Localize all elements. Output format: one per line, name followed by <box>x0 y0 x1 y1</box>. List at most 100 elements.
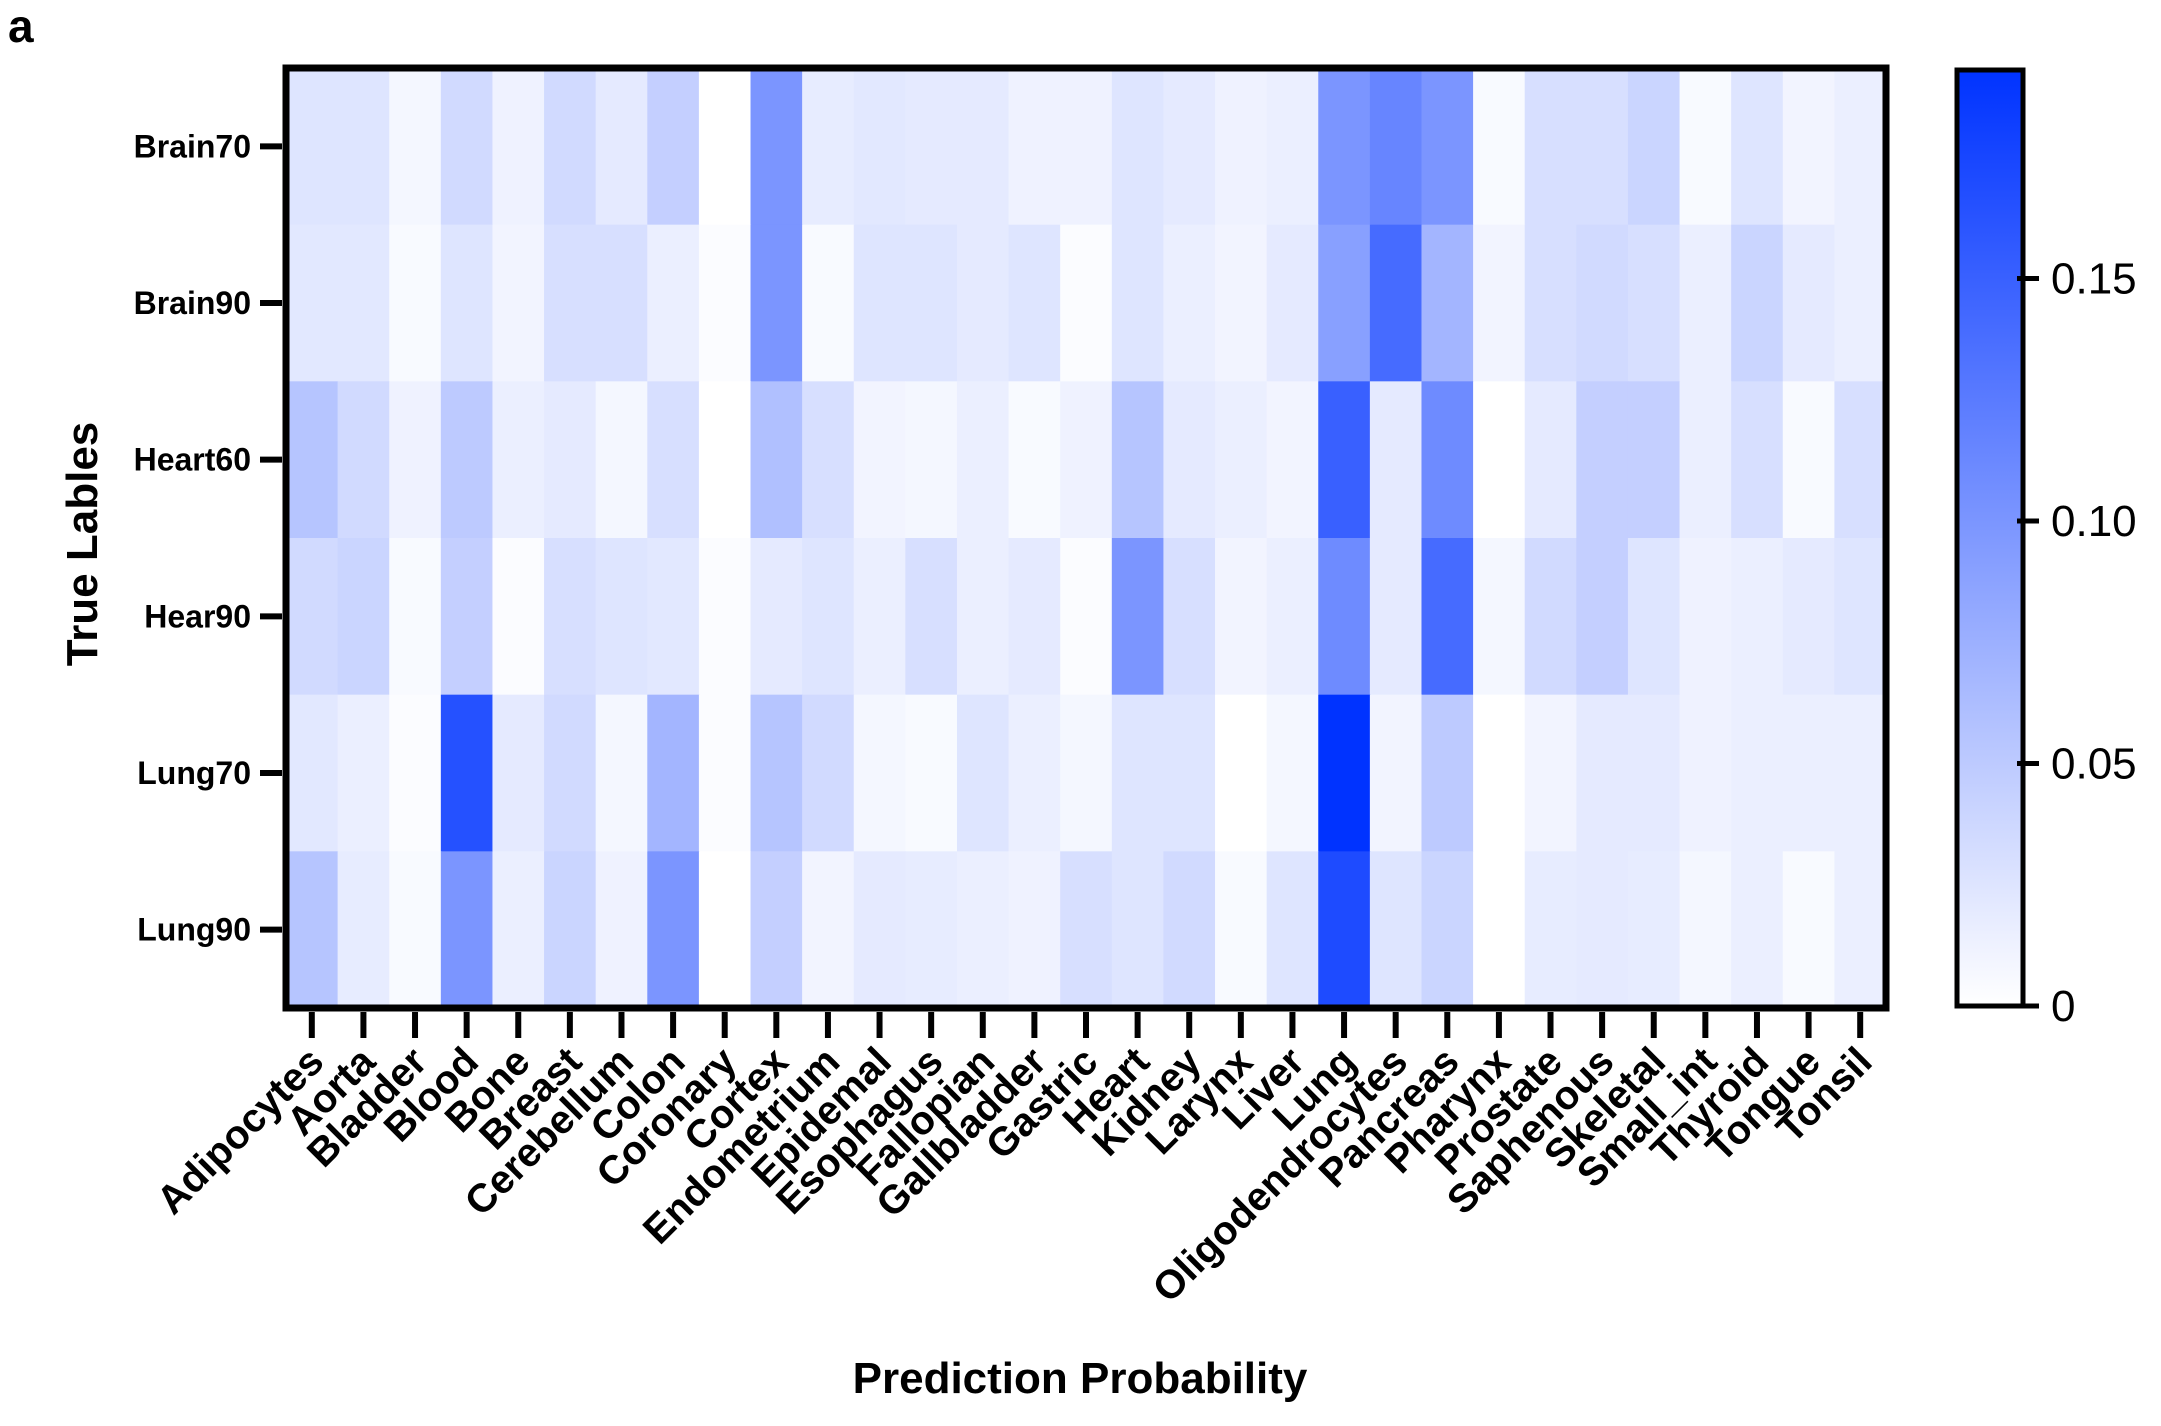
cell-brain90-bladder <box>389 224 442 382</box>
cell-hear90-oligodendrocytes <box>1369 538 1423 696</box>
panel-letter: a <box>8 0 34 52</box>
cell-lung90-tongue <box>1782 851 1835 1009</box>
cell-lung90-heart <box>1111 851 1165 1009</box>
heatmap-cells <box>286 68 1887 1009</box>
cell-brain70-cortex <box>750 68 803 226</box>
cell-lung70-cerebellum <box>595 694 648 852</box>
colorbar: 0 0.05 0.10 0.15 <box>1954 67 2137 1031</box>
cell-brain90-heart <box>1111 224 1165 382</box>
cell-lung70-cortex <box>750 694 803 852</box>
cell-lung70-aorta <box>337 694 390 852</box>
cell-brain90-bone <box>492 224 545 382</box>
y-axis: Brain70 Brain90 Heart60 Hear90 Lung70 Lung90 <box>134 128 282 948</box>
cell-brain90-gallbladder <box>1008 224 1061 382</box>
cell-lung90-breast <box>544 851 597 1009</box>
cell-brain70-tonsil <box>1834 68 1887 226</box>
cell-hear90-small-int <box>1679 538 1732 696</box>
colorbar-gradient <box>1954 67 2026 1009</box>
cell-brain90-endometrium <box>802 224 855 382</box>
cell-brain90-kidney <box>1163 224 1216 382</box>
y-tick-label: Heart60 <box>134 442 251 478</box>
cell-heart60-pancreas <box>1421 381 1474 539</box>
cell-lung90-bone <box>492 851 545 1009</box>
cell-heart60-tonsil <box>1834 381 1887 539</box>
cell-lung70-heart <box>1111 694 1165 852</box>
y-tick-label: Brain90 <box>134 285 251 321</box>
cell-heart60-colon <box>647 381 700 539</box>
y-tick-label: Lung70 <box>137 755 251 791</box>
cell-lung70-blood <box>440 694 494 852</box>
cell-hear90-cerebellum <box>595 538 648 696</box>
cell-brain90-gastric <box>1060 224 1113 382</box>
y-tick-label: Lung90 <box>137 912 251 948</box>
cell-brain70-pancreas <box>1421 68 1474 226</box>
cell-heart60-coronary <box>698 381 752 539</box>
cell-lung90-prostate <box>1524 851 1577 1009</box>
cell-brain90-oligodendrocytes <box>1369 224 1423 382</box>
cell-brain70-small-int <box>1679 68 1732 226</box>
cell-lung90-pancreas <box>1421 851 1474 1009</box>
cell-brain90-tongue <box>1782 224 1835 382</box>
cell-lung90-oligodendrocytes <box>1369 851 1423 1009</box>
cell-lung90-kidney <box>1163 851 1216 1009</box>
cell-lung70-gastric <box>1060 694 1113 852</box>
cell-lung70-coronary <box>698 694 752 852</box>
cell-hear90-liver <box>1266 538 1319 696</box>
cell-lung90-endometrium <box>802 851 855 1009</box>
cell-lung90-colon <box>647 851 700 1009</box>
cell-hear90-esophagus <box>905 538 958 696</box>
cell-lung70-oligodendrocytes <box>1369 694 1423 852</box>
cell-brain70-larynx <box>1215 68 1268 226</box>
cell-hear90-lung <box>1318 538 1371 696</box>
cell-heart60-saphenous <box>1576 381 1629 539</box>
cell-heart60-bone <box>492 381 545 539</box>
cell-lung70-tonsil <box>1834 694 1887 852</box>
cell-brain70-saphenous <box>1576 68 1629 226</box>
cell-lung90-small-int <box>1679 851 1732 1009</box>
cell-brain70-gallbladder <box>1008 68 1061 226</box>
cell-hear90-epidemal <box>853 538 906 696</box>
cell-hear90-pancreas <box>1421 538 1474 696</box>
cell-heart60-kidney <box>1163 381 1216 539</box>
cell-lung70-colon <box>647 694 700 852</box>
cell-heart60-aorta <box>337 381 390 539</box>
cell-brain70-fallopian <box>956 68 1010 226</box>
cell-lung70-endometrium <box>802 694 855 852</box>
cell-lung90-adipocytes <box>286 851 339 1009</box>
cell-brain70-prostate <box>1524 68 1577 226</box>
cell-brain90-epidemal <box>853 224 906 382</box>
cell-heart60-adipocytes <box>286 381 339 539</box>
cell-brain70-endometrium <box>802 68 855 226</box>
cell-heart60-liver <box>1266 381 1319 539</box>
cell-brain70-oligodendrocytes <box>1369 68 1423 226</box>
cell-brain70-cerebellum <box>595 68 648 226</box>
cell-lung70-pharynx <box>1473 694 1526 852</box>
cell-lung90-pharynx <box>1473 851 1526 1009</box>
colorbar-tick-label: 0.05 <box>2051 740 2137 789</box>
cell-lung70-lung <box>1318 694 1371 852</box>
cell-heart60-blood <box>440 381 494 539</box>
cell-lung90-tonsil <box>1834 851 1887 1009</box>
cell-lung70-saphenous <box>1576 694 1629 852</box>
cell-heart60-tongue <box>1782 381 1835 539</box>
cell-brain90-small-int <box>1679 224 1732 382</box>
cell-hear90-fallopian <box>956 538 1010 696</box>
cell-brain90-prostate <box>1524 224 1577 382</box>
cell-hear90-pharynx <box>1473 538 1526 696</box>
cell-lung90-blood <box>440 851 494 1009</box>
cell-lung70-pancreas <box>1421 694 1474 852</box>
cell-brain90-pharynx <box>1473 224 1526 382</box>
cell-hear90-cortex <box>750 538 803 696</box>
cell-lung90-cerebellum <box>595 851 648 1009</box>
cell-brain90-liver <box>1266 224 1319 382</box>
cell-hear90-bladder <box>389 538 442 696</box>
cell-lung90-skeletal <box>1627 851 1681 1009</box>
cell-lung90-epidemal <box>853 851 906 1009</box>
cell-hear90-blood <box>440 538 494 696</box>
cell-heart60-oligodendrocytes <box>1369 381 1423 539</box>
cell-brain90-esophagus <box>905 224 958 382</box>
cell-lung70-gallbladder <box>1008 694 1061 852</box>
cell-lung90-coronary <box>698 851 752 1009</box>
cell-heart60-bladder <box>389 381 442 539</box>
cell-brain90-lung <box>1318 224 1371 382</box>
